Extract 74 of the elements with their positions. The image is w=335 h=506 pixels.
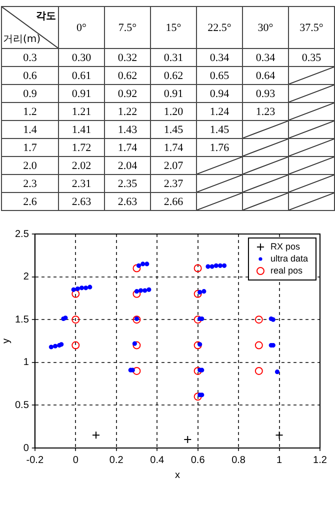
data-label: 2.02: [58, 156, 104, 174]
x-tick-label: 22.5°: [196, 6, 242, 48]
x-tick-label: -0.2: [26, 454, 44, 466]
data-label: 2.35: [104, 174, 150, 192]
data-label: 0.62: [150, 66, 196, 84]
x-tick-label: 1: [276, 454, 282, 466]
y-tick-label: 2.0: [2, 156, 58, 174]
x-tick-label: 0°: [58, 6, 104, 48]
data-label: 2.66: [150, 192, 196, 210]
data-label: 0.35: [288, 48, 334, 66]
x-tick-label: 1.2: [313, 454, 328, 466]
x-tick-label: 0.4: [150, 454, 164, 466]
data-label: 1.24: [196, 102, 242, 120]
data-label: 1.45: [150, 120, 196, 138]
x-tick-label: 7.5°: [104, 6, 150, 48]
data-label: 1.45: [196, 120, 242, 138]
x-tick-label: 37.5°: [288, 6, 334, 48]
data-label: 0.32: [104, 48, 150, 66]
data-label: 0.92: [104, 84, 150, 102]
data-label: 2.07: [150, 156, 196, 174]
data-label: 0.30: [58, 48, 104, 66]
x-tick-label: 15°: [150, 6, 196, 48]
data-label: 1.41: [58, 120, 104, 138]
y-tick-label: 1.7: [2, 138, 58, 156]
x-tick-label: 0.6: [190, 454, 206, 466]
y-tick-label: 0.3: [2, 48, 58, 66]
y-tick-label: 1.4: [2, 120, 58, 138]
y-tick-label: 0.5: [14, 400, 30, 411]
x-tick-label: 0: [72, 454, 79, 466]
legend-label: ultra data: [270, 253, 308, 264]
data-label: 0.34: [196, 48, 242, 66]
data-label: 1.74: [104, 138, 150, 156]
x-axis-title: 각도: [36, 10, 56, 23]
data-label: 0.93: [242, 84, 288, 102]
data-label: 0.65: [196, 66, 242, 84]
data-label: 0.94: [196, 84, 242, 102]
x-axis-title: x: [174, 470, 180, 481]
y-tick-label: 2.3: [2, 174, 58, 192]
data-label: 1.76: [196, 138, 242, 156]
y-tick-label: 0.9: [2, 84, 58, 102]
data-label: 0.31: [150, 48, 196, 66]
x-tick-label: 0.2: [109, 454, 124, 466]
y-tick-label: 0.6: [2, 66, 58, 84]
x-tick-label: 0.8: [232, 454, 246, 466]
data-label: 1.72: [58, 138, 104, 156]
data-label: 2.63: [104, 192, 150, 210]
data-label: 1.23: [242, 102, 288, 120]
data-label: 2.04: [104, 156, 150, 174]
y-axis-title: 거리(m): [3, 33, 41, 46]
y-axis-title: y: [0, 338, 12, 344]
data-label: 2.63: [58, 192, 104, 210]
y-tick-label: 2.6: [2, 192, 58, 210]
data-label: 2.37: [150, 174, 196, 192]
data-label: 1.74: [150, 138, 196, 156]
data-label: 0.64: [242, 66, 288, 84]
data-label: 1.43: [104, 120, 150, 138]
legend-label: real pos: [270, 265, 303, 276]
data-label: 1.22: [104, 102, 150, 120]
y-tick-label: 1.5: [14, 314, 30, 326]
data-label: 2.31: [58, 174, 104, 192]
data-label: 1.21: [58, 102, 104, 120]
y-tick-label: 1: [23, 357, 30, 368]
y-tick-label: 2: [23, 272, 30, 283]
data-label: 0.62: [104, 66, 150, 84]
y-tick-label: 2.5: [14, 228, 30, 240]
data-label: 0.91: [58, 84, 104, 102]
y-tick-label: 1.2: [2, 102, 58, 120]
data-label: 1.20: [150, 102, 196, 120]
y-tick-label: 0: [23, 442, 30, 454]
data-label: 0.34: [242, 48, 288, 66]
x-tick-label: 30°: [242, 6, 288, 48]
legend-label: RX pos: [270, 241, 300, 252]
data-label: 0.61: [58, 66, 104, 84]
data-label: 0.91: [150, 84, 196, 102]
